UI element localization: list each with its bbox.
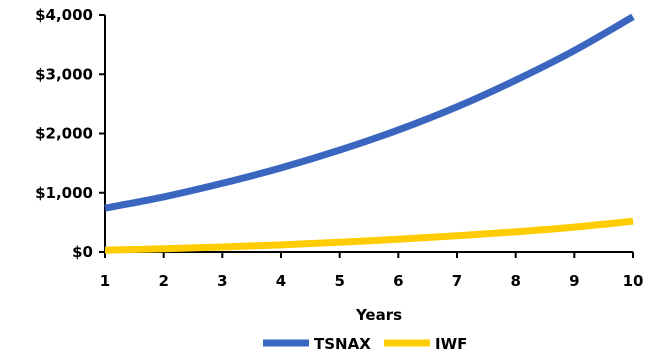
axes <box>104 15 633 253</box>
legend: TSNAX IWF <box>263 335 467 353</box>
x-tick-label: 1 <box>100 272 110 290</box>
series-line-tsnax <box>104 13 635 212</box>
x-tick-label: 9 <box>569 272 579 290</box>
x-tick-label: 2 <box>158 272 168 290</box>
x-axis-title: Years <box>355 306 402 324</box>
x-tick-label: 6 <box>393 272 403 290</box>
x-tick-label: 3 <box>217 272 227 290</box>
x-tick-label: 10 <box>623 272 644 290</box>
x-tick-label: 8 <box>510 272 520 290</box>
x-tick-label: 7 <box>452 272 462 290</box>
y-tick-label: $2,000 <box>35 125 93 143</box>
y-ticks: $0 $1,000 $2,000 $3,000 $4,000 <box>35 6 105 261</box>
x-tick-label: 4 <box>276 272 286 290</box>
series-line-iwf <box>104 217 634 254</box>
y-tick-label: $4,000 <box>35 6 93 24</box>
legend-label-iwf: IWF <box>435 335 467 353</box>
series-lines <box>104 13 635 254</box>
x-ticks: 1 2 3 4 5 6 7 8 9 10 <box>100 252 644 290</box>
x-tick-label: 5 <box>334 272 344 290</box>
y-tick-label: $3,000 <box>35 65 93 83</box>
legend-label-tsnax: TSNAX <box>314 335 371 353</box>
y-tick-label: $1,000 <box>35 184 93 202</box>
y-tick-label: $0 <box>72 243 93 261</box>
